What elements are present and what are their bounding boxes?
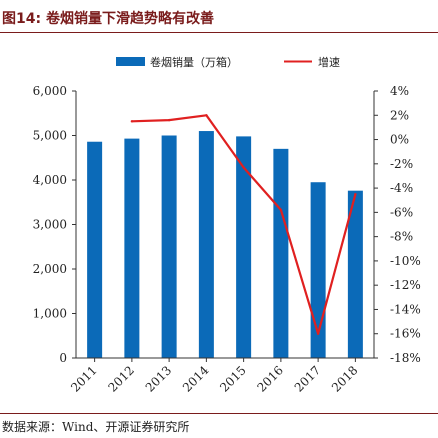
- growth-point-2018: [354, 192, 357, 196]
- growth-point-2017: [316, 332, 320, 335]
- growth-point-2013: [167, 118, 171, 122]
- legend-bar-label: 卷烟销量（万箱）: [150, 55, 238, 69]
- legend: 卷烟销量（万箱） 增速: [116, 55, 340, 69]
- right-tick-label: -16%: [390, 327, 421, 341]
- source-rule: [0, 413, 438, 414]
- left-tick-label: 4,000: [33, 173, 67, 187]
- bar-2017: [310, 182, 326, 358]
- x-tick-label: 2015: [217, 363, 248, 394]
- right-tick-label: -4%: [390, 181, 413, 195]
- bar-2018: [347, 190, 363, 358]
- x-tick-label: 2014: [180, 363, 212, 395]
- growth-point-2012: [130, 120, 134, 123]
- axes: [75, 91, 375, 359]
- x-axis-ticks: 2011 2012 2013 2014 2015 2016 2017 2018: [68, 358, 360, 395]
- right-tick-label: 2%: [390, 108, 409, 122]
- x-tick-label: 2016: [254, 363, 285, 394]
- x-tick-label: 2013: [143, 363, 174, 394]
- x-tick-label: 2011: [68, 363, 99, 394]
- right-tick-label: -6%: [390, 205, 413, 219]
- right-axis-ticks: 4% 2% 0% -2% -4% -6% -8% -10% -12% -14% -16% -18%: [374, 84, 421, 365]
- x-tick-label: 2017: [292, 363, 323, 394]
- x-tick-label: 2012: [105, 363, 136, 394]
- left-tick-label: 1,000: [33, 307, 67, 321]
- x-tick-label: 2018: [329, 363, 360, 394]
- right-tick-label: -10%: [390, 254, 421, 268]
- right-tick-label: -18%: [390, 351, 421, 365]
- data-source: 数据来源：Wind、开源证券研究所: [2, 420, 190, 434]
- bar-2013: [161, 135, 177, 358]
- bar-2014: [198, 131, 214, 358]
- right-tick-label: -2%: [390, 157, 413, 171]
- left-tick-label: 3,000: [33, 218, 67, 232]
- bar-series: [87, 131, 363, 358]
- right-tick-label: 0%: [390, 133, 409, 147]
- growth-point-2014: [205, 114, 208, 117]
- growth-point-2016: [279, 208, 283, 212]
- left-tick-label: 6,000: [33, 84, 67, 98]
- growth-line-series: [130, 114, 357, 335]
- figure-title: 图14: 卷烟销量下滑趋势略有改善: [2, 11, 214, 27]
- right-tick-label: -14%: [390, 302, 421, 316]
- bar-2012: [124, 138, 140, 358]
- left-tick-label: 0: [59, 351, 67, 365]
- left-tick-label: 2,000: [33, 262, 67, 276]
- growth-point-2015: [242, 166, 245, 169]
- title-rule: [0, 32, 438, 33]
- left-axis-ticks: 6,000 5,000 4,000 3,000 2,000 1,000 0: [33, 84, 76, 365]
- legend-bar-swatch: [116, 57, 145, 66]
- legend-line-label: 增速: [318, 55, 340, 69]
- bar-2011: [87, 141, 103, 358]
- left-tick-label: 5,000: [33, 129, 67, 143]
- bar-2015: [236, 136, 252, 358]
- bar-2016: [273, 148, 289, 358]
- right-tick-label: -8%: [390, 230, 413, 244]
- right-tick-label: 4%: [390, 84, 409, 98]
- right-tick-label: -12%: [390, 278, 421, 292]
